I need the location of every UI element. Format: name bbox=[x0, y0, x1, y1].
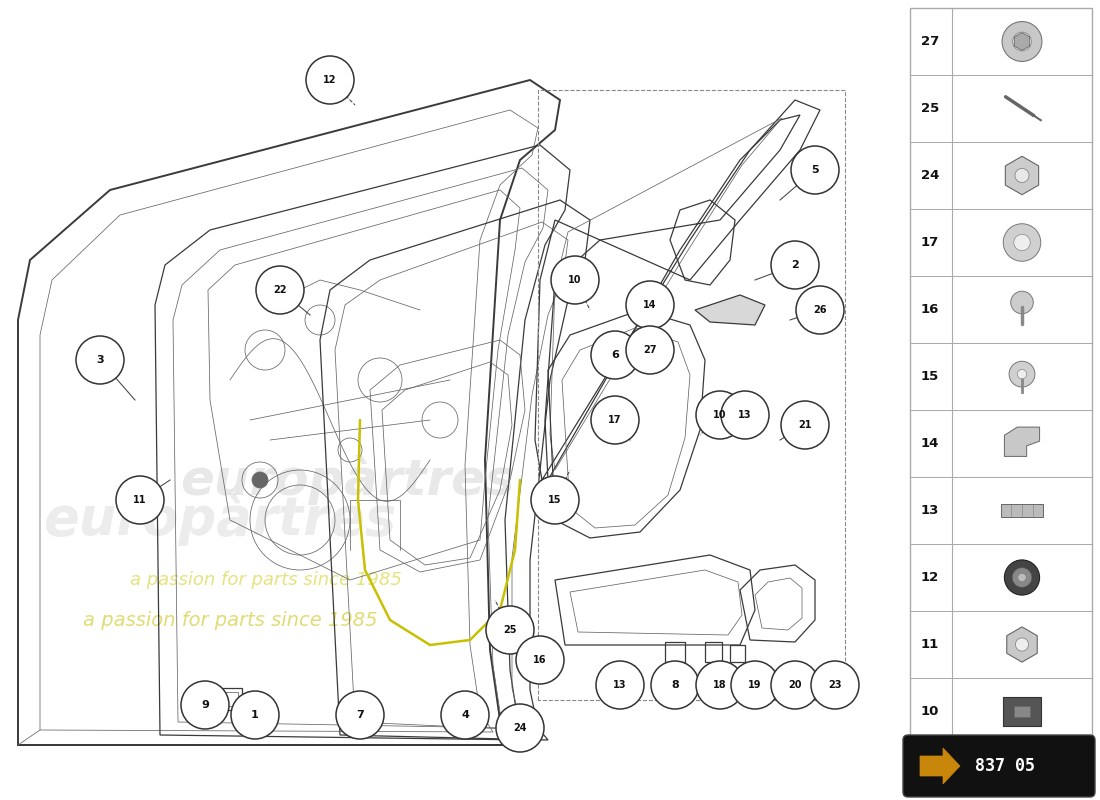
Circle shape bbox=[771, 241, 820, 289]
Text: 8: 8 bbox=[671, 680, 679, 690]
Text: 27: 27 bbox=[921, 35, 939, 48]
Circle shape bbox=[1015, 169, 1028, 182]
Text: 11: 11 bbox=[921, 638, 939, 651]
Text: 12: 12 bbox=[323, 75, 337, 85]
Circle shape bbox=[796, 286, 844, 334]
Text: 13: 13 bbox=[614, 680, 627, 690]
Circle shape bbox=[781, 401, 829, 449]
Circle shape bbox=[1009, 362, 1035, 387]
Text: europàrtres: europàrtres bbox=[43, 494, 397, 546]
Text: 10: 10 bbox=[569, 275, 582, 285]
Text: 17: 17 bbox=[608, 415, 622, 425]
Text: 14: 14 bbox=[644, 300, 657, 310]
Circle shape bbox=[1015, 638, 1028, 651]
Circle shape bbox=[696, 661, 744, 709]
Text: 10: 10 bbox=[713, 410, 727, 420]
Polygon shape bbox=[920, 748, 960, 784]
Circle shape bbox=[116, 476, 164, 524]
Circle shape bbox=[551, 256, 600, 304]
Text: 18: 18 bbox=[713, 680, 727, 690]
Text: 20: 20 bbox=[789, 680, 802, 690]
Polygon shape bbox=[1014, 33, 1030, 50]
Text: 22: 22 bbox=[273, 285, 287, 295]
Text: 15: 15 bbox=[921, 370, 939, 383]
Circle shape bbox=[651, 661, 698, 709]
Circle shape bbox=[516, 636, 564, 684]
Circle shape bbox=[1004, 560, 1040, 595]
Circle shape bbox=[531, 476, 579, 524]
Text: 9: 9 bbox=[201, 700, 209, 710]
Circle shape bbox=[626, 281, 674, 329]
Circle shape bbox=[1011, 291, 1033, 314]
Text: 25: 25 bbox=[921, 102, 939, 115]
Text: 837 05: 837 05 bbox=[975, 757, 1035, 775]
Text: a passion for parts since 1985: a passion for parts since 1985 bbox=[130, 571, 402, 589]
Polygon shape bbox=[1003, 698, 1041, 726]
Polygon shape bbox=[1014, 706, 1031, 718]
Text: 1: 1 bbox=[251, 710, 258, 720]
Circle shape bbox=[441, 691, 490, 739]
Circle shape bbox=[596, 661, 644, 709]
Text: 14: 14 bbox=[921, 437, 939, 450]
Polygon shape bbox=[695, 295, 764, 325]
Text: europàrtres: europàrtres bbox=[180, 455, 515, 505]
Circle shape bbox=[1003, 224, 1041, 262]
Text: 13: 13 bbox=[738, 410, 751, 420]
Circle shape bbox=[791, 146, 839, 194]
Circle shape bbox=[182, 681, 229, 729]
Circle shape bbox=[1002, 22, 1042, 62]
Text: 24: 24 bbox=[514, 723, 527, 733]
Circle shape bbox=[336, 691, 384, 739]
Circle shape bbox=[256, 266, 304, 314]
Circle shape bbox=[732, 661, 779, 709]
Text: 16: 16 bbox=[921, 303, 939, 316]
Circle shape bbox=[231, 691, 279, 739]
FancyBboxPatch shape bbox=[903, 735, 1094, 797]
Circle shape bbox=[252, 472, 268, 488]
Circle shape bbox=[1013, 32, 1032, 51]
Circle shape bbox=[626, 326, 674, 374]
Text: 4: 4 bbox=[461, 710, 469, 720]
Text: 21: 21 bbox=[799, 420, 812, 430]
Polygon shape bbox=[1004, 427, 1040, 456]
Text: 5: 5 bbox=[811, 165, 818, 175]
Text: 6: 6 bbox=[612, 350, 619, 360]
Polygon shape bbox=[1006, 627, 1037, 662]
Circle shape bbox=[591, 396, 639, 444]
Text: 26: 26 bbox=[813, 305, 827, 315]
Polygon shape bbox=[252, 695, 272, 712]
Circle shape bbox=[1018, 574, 1026, 582]
Text: 3: 3 bbox=[96, 355, 103, 365]
Circle shape bbox=[591, 331, 639, 379]
Circle shape bbox=[1012, 568, 1032, 587]
Circle shape bbox=[1018, 370, 1026, 379]
Text: 11: 11 bbox=[133, 495, 146, 505]
Text: 13: 13 bbox=[921, 504, 939, 517]
Circle shape bbox=[306, 56, 354, 104]
Text: 17: 17 bbox=[921, 236, 939, 249]
Circle shape bbox=[696, 391, 744, 439]
Text: 19: 19 bbox=[748, 680, 761, 690]
Text: 23: 23 bbox=[828, 680, 842, 690]
Circle shape bbox=[1014, 234, 1031, 250]
Circle shape bbox=[76, 336, 124, 384]
Text: 15: 15 bbox=[548, 495, 562, 505]
Text: 25: 25 bbox=[503, 625, 517, 635]
Circle shape bbox=[486, 606, 534, 654]
Polygon shape bbox=[1001, 504, 1043, 517]
Text: 27: 27 bbox=[644, 345, 657, 355]
Circle shape bbox=[811, 661, 859, 709]
Text: 7: 7 bbox=[356, 710, 364, 720]
Polygon shape bbox=[1005, 156, 1038, 194]
Circle shape bbox=[720, 391, 769, 439]
Text: 24: 24 bbox=[921, 169, 939, 182]
Circle shape bbox=[771, 661, 820, 709]
Text: 12: 12 bbox=[921, 571, 939, 584]
Text: 2: 2 bbox=[791, 260, 799, 270]
Text: 10: 10 bbox=[921, 705, 939, 718]
Text: a passion for parts since 1985: a passion for parts since 1985 bbox=[82, 610, 377, 630]
Circle shape bbox=[496, 704, 544, 752]
Text: 16: 16 bbox=[534, 655, 547, 665]
